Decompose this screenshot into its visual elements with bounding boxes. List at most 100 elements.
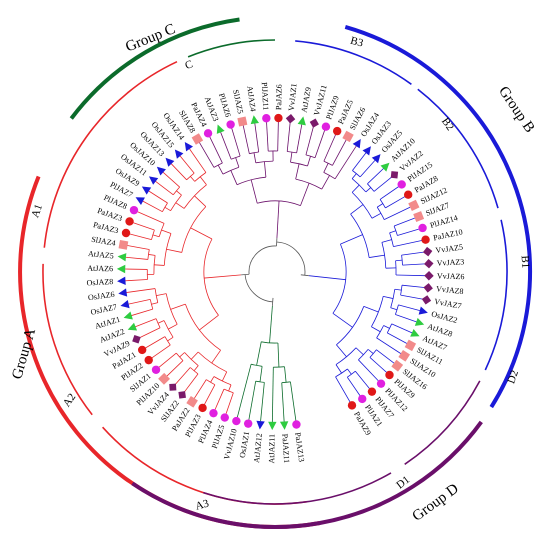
leaf-label: AtJAZ6 xyxy=(87,264,113,274)
branch xyxy=(217,164,224,175)
branch xyxy=(359,159,376,178)
triangle-green-marker xyxy=(116,264,126,274)
group-label-d: Group D xyxy=(410,481,462,525)
branch xyxy=(395,259,403,262)
branch xyxy=(125,279,148,282)
subgroup-b3-arc xyxy=(295,40,412,85)
leaf-item: SlJAZ4 xyxy=(91,235,129,250)
branch xyxy=(199,142,215,168)
tree-branches xyxy=(125,122,425,422)
circle-magenta-marker xyxy=(203,129,213,138)
branch xyxy=(383,206,411,220)
branch xyxy=(259,366,263,382)
circle-red-marker xyxy=(367,387,377,396)
circle-magenta-marker xyxy=(376,379,386,388)
branch xyxy=(225,392,234,414)
circle-red-marker xyxy=(121,228,131,238)
leaf-item: OsJAZ7 xyxy=(90,299,130,317)
branch xyxy=(261,341,278,344)
branch xyxy=(400,294,423,300)
branch xyxy=(323,160,333,166)
circle-red-marker xyxy=(332,126,342,136)
leaf-item: VvJAZ7 xyxy=(421,295,462,311)
branch xyxy=(391,323,413,334)
branch xyxy=(284,366,287,383)
branch xyxy=(352,152,367,171)
branch xyxy=(383,325,390,329)
diamond-purple-marker xyxy=(309,118,319,128)
branch xyxy=(154,264,165,266)
circle-magenta-marker xyxy=(232,416,241,426)
triangle-green-marker xyxy=(268,421,277,431)
leaf-label: VvJAZ6 xyxy=(437,271,465,281)
triangle-blue-marker xyxy=(120,299,130,309)
triangle-blue-marker xyxy=(118,288,128,297)
branch xyxy=(190,176,196,182)
circle-red-marker xyxy=(198,403,207,413)
leaf-label: VvJAZ10 xyxy=(222,428,239,461)
branch xyxy=(157,320,165,324)
circle-magenta-marker xyxy=(418,223,427,233)
branch xyxy=(351,178,367,193)
branch xyxy=(335,368,348,378)
subgroup-a1-arc xyxy=(43,60,178,248)
diamond-purple-marker xyxy=(169,383,177,391)
branch xyxy=(166,248,182,253)
branch xyxy=(395,314,417,323)
branch xyxy=(154,288,159,303)
triangle-green-marker xyxy=(216,124,225,134)
branch xyxy=(170,303,186,310)
branch xyxy=(266,122,269,152)
branch xyxy=(295,163,300,180)
branch xyxy=(163,233,172,266)
branch xyxy=(175,202,185,209)
branch xyxy=(390,307,398,311)
branch xyxy=(250,179,258,204)
branch xyxy=(185,303,221,351)
triangle-blue-marker xyxy=(165,157,175,167)
leaf-item: SlJAZ5 xyxy=(231,89,248,127)
branch xyxy=(127,245,150,250)
branch xyxy=(323,163,329,173)
leaf-item: OsJAZ6 xyxy=(87,288,128,302)
square-salmon-marker xyxy=(408,199,420,211)
subgroup-label-a2: A2 xyxy=(61,391,79,409)
leaf-item: VvJAZ3 xyxy=(424,257,465,269)
branch xyxy=(358,349,369,361)
triangle-blue-marker xyxy=(174,149,184,159)
branch xyxy=(308,275,346,281)
leaf-item: PaJAZ6 xyxy=(274,84,284,123)
branch xyxy=(389,232,394,247)
branch xyxy=(254,123,260,153)
branch xyxy=(155,180,174,196)
branch xyxy=(335,364,342,374)
branch xyxy=(235,157,240,168)
triangle-blue-marker xyxy=(184,142,194,152)
leaf-label: VvJAZ8 xyxy=(436,284,464,296)
branch xyxy=(223,388,234,394)
branch xyxy=(389,230,396,234)
subgroup-d2-arc xyxy=(404,380,481,465)
branch xyxy=(241,273,250,276)
leaf-label: PlJAZ5 xyxy=(210,424,226,450)
circle-red-marker xyxy=(274,113,283,123)
branch xyxy=(128,298,151,305)
branch xyxy=(336,344,347,358)
subgroup-a2-arc xyxy=(42,263,93,416)
diamond-purple-marker xyxy=(390,171,399,179)
circle-red-marker xyxy=(385,370,394,380)
branch xyxy=(367,168,384,185)
leaf-item: AtJAZ11 xyxy=(267,421,277,464)
branch xyxy=(355,370,370,389)
branch xyxy=(165,293,178,325)
branch xyxy=(271,367,274,422)
branch xyxy=(281,381,291,384)
square-salmon-marker xyxy=(237,116,248,127)
branch xyxy=(377,203,384,208)
branch xyxy=(396,274,425,277)
branch xyxy=(402,263,425,266)
subgroup-label-a1: A1 xyxy=(29,203,45,220)
branch xyxy=(300,274,309,277)
branch xyxy=(371,326,381,333)
branch xyxy=(351,184,360,193)
